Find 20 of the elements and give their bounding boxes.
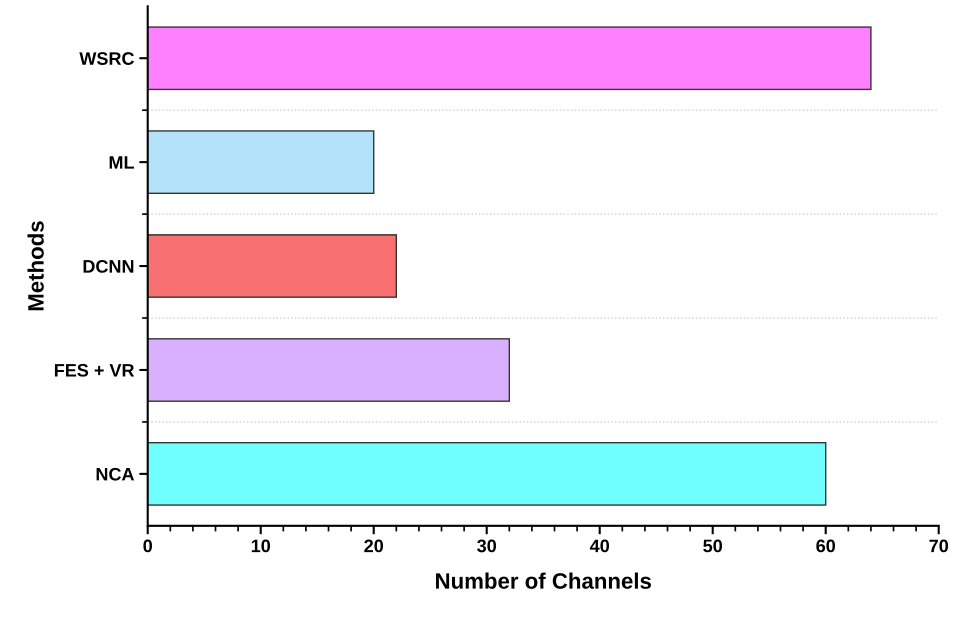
- y-tick-label: ML: [110, 156, 134, 169]
- bar: [148, 26, 872, 90]
- x-tick-label: 0: [143, 540, 152, 552]
- y-tick-label: DCNN: [84, 260, 134, 273]
- x-tick-label: 30: [477, 540, 496, 552]
- x-tick-label: 50: [703, 540, 722, 552]
- bar: [148, 338, 510, 402]
- x-tick-label: 10: [252, 540, 270, 552]
- x-tick-label: 40: [590, 540, 610, 552]
- x-axis-title: Number of Channels: [436, 572, 651, 589]
- y-tick-label: NCA: [96, 468, 134, 481]
- bar: [148, 130, 374, 194]
- y-axis-title: Methods: [27, 221, 44, 310]
- y-tick-label: WSRC: [79, 52, 134, 65]
- x-tick-label: 70: [929, 540, 948, 552]
- x-tick-label: 20: [364, 540, 384, 552]
- x-tick-label: 60: [816, 540, 836, 552]
- bar: [148, 442, 826, 506]
- bar: [148, 234, 398, 298]
- y-tick-label: FES + VR: [54, 364, 134, 377]
